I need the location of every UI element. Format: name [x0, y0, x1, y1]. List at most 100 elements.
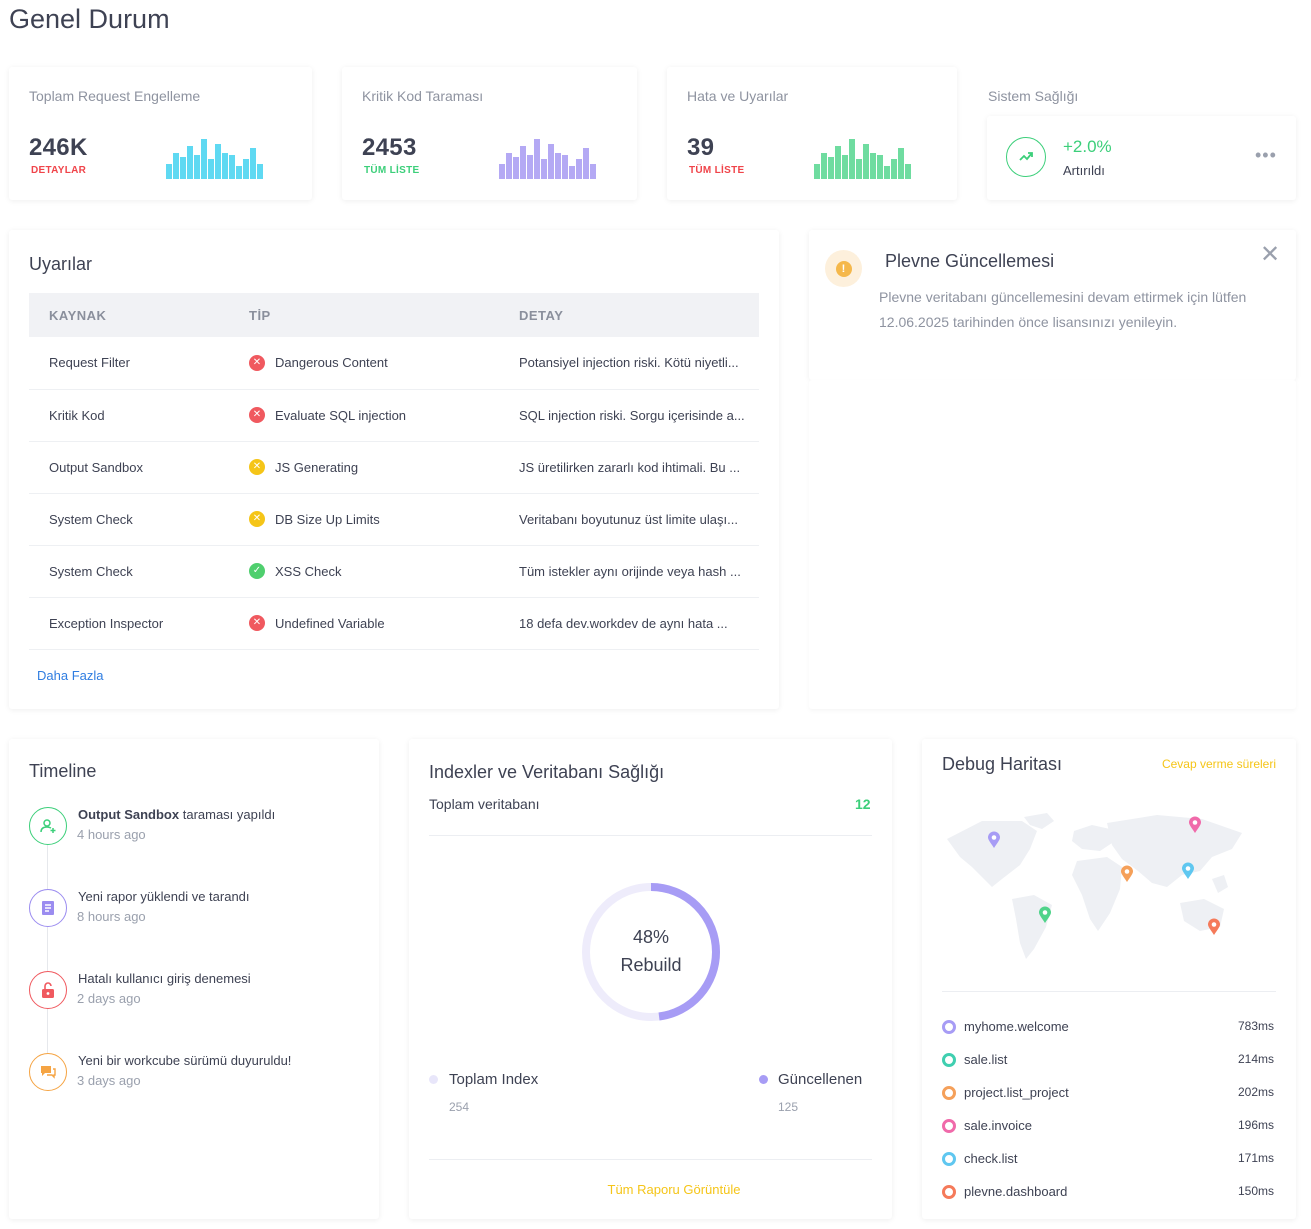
list-item[interactable]: sale.list 214ms — [942, 1051, 1274, 1069]
stat-title: Toplam Request Engelleme — [29, 88, 201, 104]
status-ring-icon — [942, 1119, 956, 1133]
list-item[interactable]: plevne.dashboard 150ms — [942, 1183, 1274, 1201]
type-label: Undefined Variable — [275, 615, 385, 631]
document-icon — [29, 889, 67, 927]
status-ring-icon — [942, 1020, 956, 1034]
legend-value-total: 254 — [449, 1100, 470, 1114]
warning-icon: ! — [825, 250, 862, 287]
source-cell: Exception Inspector — [29, 597, 249, 650]
list-item[interactable]: myhome.welcome 783ms — [942, 1018, 1274, 1036]
type-label: Dangerous Content — [275, 355, 388, 371]
full-report-link[interactable]: Tüm Raporu Görüntüle — [607, 1182, 741, 1197]
mini-bar — [187, 146, 193, 179]
total-db-label: Toplam veritabanı — [429, 796, 540, 812]
response-time: 150ms — [1237, 1184, 1274, 1198]
more-link[interactable]: Daha Fazla — [37, 668, 104, 683]
list-item[interactable]: project.list_project 202ms — [942, 1084, 1274, 1102]
map-marker-icon[interactable] — [1188, 816, 1202, 834]
legend-dot-updated — [759, 1075, 768, 1084]
map-marker-icon[interactable] — [1120, 865, 1134, 883]
mini-bar — [891, 159, 897, 179]
map-marker-icon[interactable] — [987, 831, 1001, 849]
stat-card-errors: Hata ve Uyarılar 39 TÜM LİSTE — [667, 67, 957, 200]
mini-bar — [821, 153, 827, 179]
source-cell: Request Filter — [29, 337, 249, 390]
list-link[interactable]: TÜM LİSTE — [689, 165, 745, 176]
mini-bar — [870, 153, 876, 179]
map-marker-icon[interactable] — [1181, 862, 1195, 880]
stat-title: Kritik Kod Taraması — [362, 88, 484, 104]
mini-bar — [877, 155, 883, 179]
stat-card-code-scan: Kritik Kod Taraması 2453 TÜM LİSTE — [342, 67, 637, 200]
mini-bar — [905, 164, 911, 179]
notification-title: Plevne Güncellemesi — [885, 251, 1055, 271]
timeline-time: 8 hours ago — [77, 909, 146, 924]
stat-value: 246K — [29, 134, 88, 161]
notification-body: Plevne veritabanı güncellemesini devam e… — [879, 289, 1247, 330]
status-ring-icon — [942, 1086, 956, 1100]
list-item[interactable]: check.list 171ms — [942, 1150, 1274, 1168]
table-header-row: KAYNAK TİP DETAY — [29, 293, 759, 337]
type-cell: ✓ XSS Check — [249, 545, 519, 598]
error-status-icon: ✕ — [249, 407, 265, 423]
timeline-connector — [47, 1009, 48, 1053]
timeline-card: Timeline Output Sandbox taraması yapıldı… — [9, 739, 379, 1219]
debug-map-title: Debug Haritası — [942, 754, 1063, 774]
mini-bar — [250, 148, 256, 179]
mini-bar — [173, 153, 179, 179]
detail-cell: 18 defa dev.workdev de aynı hata ... — [519, 597, 759, 650]
type-label: Evaluate SQL injection — [275, 407, 407, 423]
status-ring-icon — [942, 1152, 956, 1166]
error-status-icon: ✕ — [249, 615, 265, 631]
mini-bar — [569, 166, 575, 179]
route-name: plevne.dashboard — [964, 1184, 1068, 1199]
mini-bar — [863, 144, 869, 179]
response-times-link[interactable]: Cevap verme süreleri — [1161, 757, 1276, 771]
more-options-icon[interactable]: ••• — [1255, 145, 1277, 165]
debug-map-card: Debug Haritası Cevap verme süreleri myho… — [922, 739, 1296, 1219]
map-marker-icon[interactable] — [1038, 906, 1052, 924]
mini-bar — [898, 148, 904, 179]
mini-bar — [828, 157, 834, 179]
type-label: DB Size Up Limits — [275, 511, 380, 527]
warning-status-icon: ✕ — [249, 459, 265, 475]
mini-bar — [541, 159, 547, 179]
map-marker-icon[interactable] — [1207, 918, 1221, 936]
status-ring-icon — [942, 1053, 956, 1067]
detail-cell: JS üretilirken zararlı kod ihtimali. Bu … — [519, 441, 759, 494]
timeline-text: Output Sandbox taraması yapıldı — [78, 807, 276, 822]
details-link[interactable]: DETAYLAR — [31, 165, 87, 176]
chat-icon — [29, 1053, 67, 1091]
mini-bar — [590, 164, 596, 179]
mini-bar — [506, 153, 512, 179]
mini-bar — [562, 155, 568, 179]
list-item[interactable]: sale.invoice 196ms — [942, 1117, 1274, 1135]
list-link[interactable]: TÜM LİSTE — [364, 165, 420, 176]
mini-bar — [243, 159, 249, 179]
type-label: XSS Check — [275, 563, 342, 579]
route-name: check.list — [964, 1151, 1018, 1166]
table-row[interactable]: Request Filter ✕ Dangerous Content Potansiy… — [29, 337, 759, 390]
close-icon[interactable]: ✕ — [1260, 241, 1281, 268]
table-row[interactable]: Exception Inspector ✕ Undefined Variable 18… — [29, 597, 759, 650]
mini-bar — [513, 157, 519, 179]
stat-title: Sistem Sağlığı — [988, 88, 1079, 104]
route-name: myhome.welcome — [964, 1019, 1069, 1034]
timeline-time: 2 days ago — [77, 991, 141, 1006]
response-time: 202ms — [1237, 1085, 1274, 1099]
timeline-text: Yeni bir workcube sürümü duyuruldu! — [78, 1053, 292, 1068]
table-row[interactable]: Kritik Kod ✕ Evaluate SQL injection SQL inj… — [29, 389, 759, 442]
mini-bar — [849, 139, 855, 179]
source-cell: Output Sandbox — [29, 441, 249, 494]
table-row[interactable]: System Check ✕ DB Size Up Limits Veritabanı… — [29, 493, 759, 546]
mini-bar-chart — [499, 135, 596, 179]
timeline-time: 3 days ago — [77, 1073, 141, 1088]
table-row[interactable]: System Check ✓ XSS Check Tüm istekler aynı … — [29, 545, 759, 598]
status-ring-icon — [942, 1185, 956, 1199]
detail-cell: Tüm istekler aynı orijinde veya hash ... — [519, 545, 759, 598]
table-row[interactable]: Output Sandbox ✕ JS Generating JS üretilirk… — [29, 441, 759, 494]
mini-bar — [257, 164, 263, 179]
mini-bar — [835, 146, 841, 179]
mini-bar — [201, 139, 207, 179]
mini-bar — [236, 166, 242, 179]
